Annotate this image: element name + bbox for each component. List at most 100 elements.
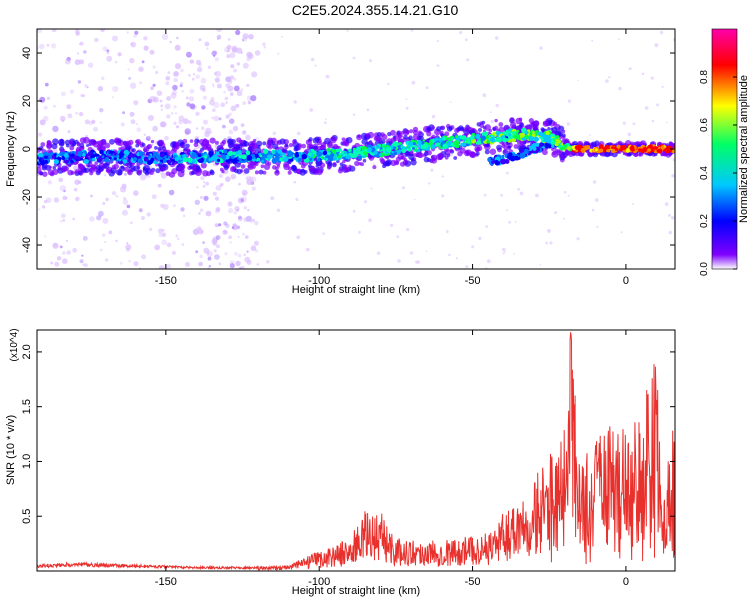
noise-speck — [251, 186, 256, 191]
noise-speck — [133, 100, 139, 106]
band-core-point — [470, 135, 475, 140]
noise-speck — [175, 125, 180, 129]
band-halo-point — [89, 167, 95, 173]
snr-frame — [36, 329, 676, 572]
noise-speck — [295, 197, 299, 201]
noise-speck — [641, 72, 645, 76]
noise-speck — [201, 126, 205, 130]
noise-speck — [126, 204, 131, 209]
band-core-point — [272, 150, 276, 154]
band-halo-point — [135, 139, 141, 145]
band-halo-point — [94, 161, 99, 166]
noise-speck — [157, 183, 162, 188]
band-core-point — [543, 136, 546, 140]
noise-speck — [64, 58, 71, 65]
noise-speck — [485, 225, 489, 228]
noise-speck — [164, 103, 171, 110]
noise-speck — [213, 71, 218, 76]
band-core-point — [335, 148, 340, 153]
noise-speck — [83, 50, 87, 54]
y-tick-label: 2.0 — [21, 344, 33, 359]
noise-speck — [254, 50, 261, 56]
colorbar-label: Normalized spectral amplitude — [738, 75, 750, 223]
noise-speck — [218, 262, 222, 266]
band-halo-point — [133, 165, 140, 172]
band-core-point — [638, 148, 642, 153]
band-halo-point — [509, 121, 517, 129]
band-halo-point — [181, 144, 185, 148]
noise-speck — [138, 208, 143, 213]
noise-speck — [205, 210, 212, 217]
band-core-point — [246, 155, 253, 161]
band-core-point — [160, 153, 165, 158]
band-halo-point — [219, 167, 224, 172]
band-halo-point — [186, 148, 190, 152]
noise-speck — [72, 247, 78, 253]
noise-speck — [226, 49, 230, 53]
band-halo-point — [243, 141, 249, 147]
noise-speck — [445, 230, 449, 234]
band-halo-point — [52, 165, 56, 170]
noise-speck — [54, 261, 60, 267]
noise-speck — [237, 197, 244, 204]
noise-speck — [166, 114, 171, 119]
noise-speck — [79, 41, 84, 46]
noise-speck — [84, 119, 90, 125]
noise-speck — [505, 171, 509, 175]
band-halo-point — [87, 164, 91, 168]
band-halo-point — [123, 140, 130, 148]
noise-speck — [174, 71, 179, 77]
band-core-point — [550, 140, 556, 145]
noise-speck — [632, 122, 636, 126]
band-core-point — [295, 151, 299, 156]
noise-speck — [200, 196, 203, 199]
noise-speck — [246, 56, 252, 62]
noise-speck — [160, 104, 164, 108]
noise-speck — [231, 226, 235, 229]
band-core-point — [466, 137, 470, 141]
noise-speck — [184, 128, 191, 135]
band-halo-point — [431, 154, 438, 161]
band-core-point — [660, 145, 665, 150]
noise-speck — [227, 201, 233, 207]
band-core-point — [230, 155, 234, 159]
noise-speck — [228, 208, 234, 214]
noise-speck — [502, 252, 505, 255]
band-halo-point — [394, 160, 399, 166]
noise-speck — [133, 261, 139, 267]
band-core-point — [435, 137, 439, 141]
noise-speck — [73, 165, 78, 171]
band-core-point — [466, 140, 471, 144]
noise-speck — [591, 208, 595, 212]
band-branch-point — [551, 144, 555, 148]
noise-speck — [486, 259, 491, 264]
band-core-point — [537, 131, 543, 136]
band-halo-point — [426, 127, 431, 132]
noise-speck — [149, 227, 153, 231]
noise-speck — [309, 108, 314, 112]
band-halo-point — [337, 168, 343, 174]
noise-speck — [242, 101, 246, 105]
band-core-point — [348, 148, 352, 152]
band-branch-point — [532, 146, 537, 151]
band-halo-point — [348, 164, 352, 169]
noise-speck — [135, 123, 139, 126]
noise-speck — [202, 184, 206, 188]
noise-speck — [240, 196, 247, 203]
noise-speck — [405, 106, 409, 110]
band-halo-point — [551, 147, 555, 151]
noise-speck — [62, 195, 67, 201]
noise-speck — [159, 99, 163, 103]
band-core-point — [83, 159, 89, 165]
noise-speck — [577, 79, 579, 82]
noise-speck — [178, 115, 185, 122]
noise-speck — [195, 111, 200, 117]
noise-speck — [513, 252, 516, 255]
band-halo-point — [120, 165, 125, 169]
band-halo-point — [400, 131, 405, 135]
noise-speck — [436, 40, 439, 43]
noise-speck — [214, 196, 220, 201]
band-halo-point — [262, 141, 267, 146]
noise-speck — [165, 76, 171, 81]
noise-speck — [130, 221, 133, 225]
